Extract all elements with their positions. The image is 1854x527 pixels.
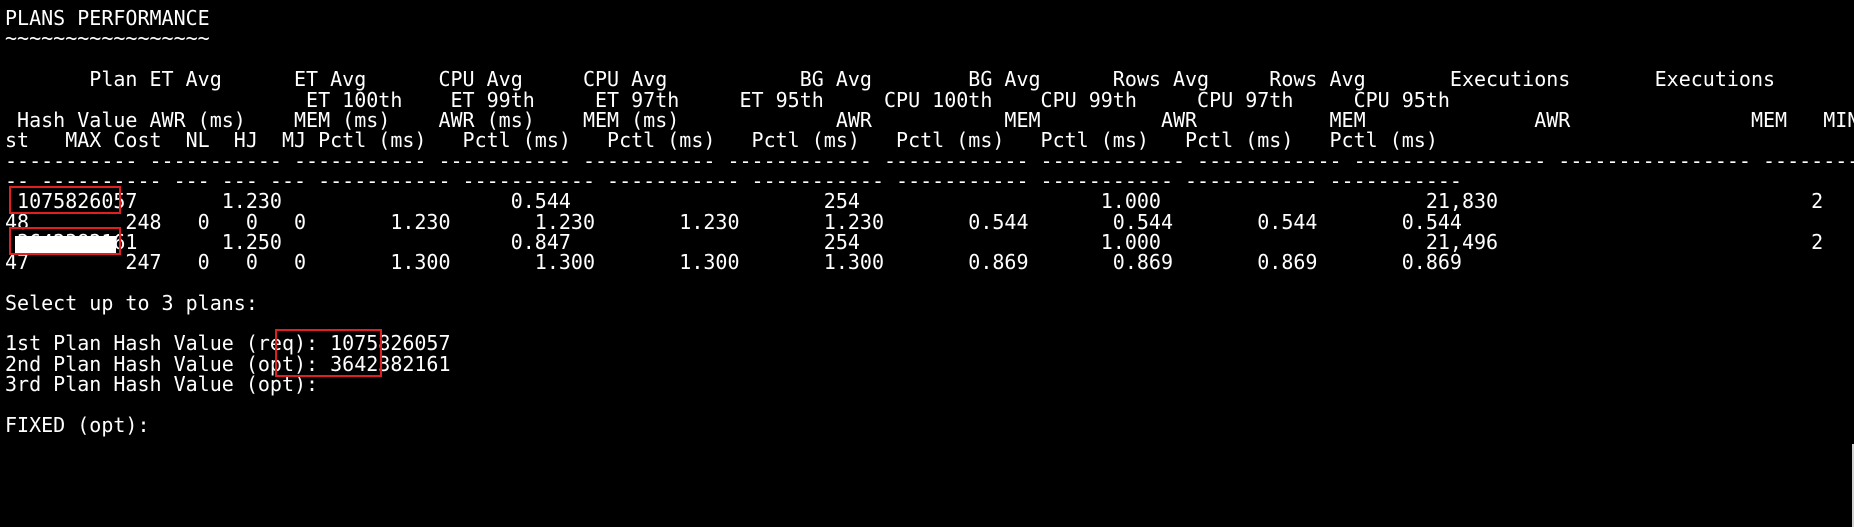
select-plans-prompt: Select up to 3 plans: [5,291,258,315]
column-header-row-3: Hash Value AWR (ms) MEM (ms) AWR (ms) ME… [5,108,1854,132]
column-header-row-2: ET 100th ET 99th ET 97th ET 95th CPU 100… [5,88,1450,112]
plan-hash-input-1[interactable]: 1st Plan Hash Value (req): 1075826057 [5,331,451,355]
column-header-row-4: st MAX Cost NL HJ MJ Pctl (ms) Pctl (ms)… [5,128,1438,152]
plan-row-2-part-2: 47 247 0 0 0 1.300 1.300 1.300 1.300 0.8… [5,250,1462,274]
fixed-input[interactable]: FIXED (opt): [5,413,150,437]
plan-hash-input-3[interactable]: 3rd Plan Hash Value (opt): [5,372,319,396]
report-title: PLANS PERFORMANCE [5,6,210,30]
selection-highlight [15,236,116,255]
highlight-entered-plan-hashes [275,329,382,377]
highlight-plan-hash-1075826057 [9,186,121,214]
title-underline: ~~~~~~~~~~~~~~~~~ [5,26,210,50]
plan-row-1-part-2: 48 248 0 0 0 1.230 1.230 1.230 1.230 0.5… [5,210,1462,234]
header-separator-2: -- ---------- --- --- --- ----------- --… [5,169,1462,193]
scrollbar[interactable] [1852,444,1854,527]
plan-hash-input-2[interactable]: 2nd Plan Hash Value (opt): 3642382161 [5,352,451,376]
plan-row-1-part-1: 1075826057 1.230 0.544 254 1.000 21,830 … [5,189,1824,213]
column-header-row-1: Plan ET Avg ET Avg CPU Avg CPU Avg BG Av… [5,67,1776,91]
header-separator-1: ----------- ----------- ----------- ----… [5,149,1854,173]
highlight-plan-hash-3642382161 [9,227,121,255]
